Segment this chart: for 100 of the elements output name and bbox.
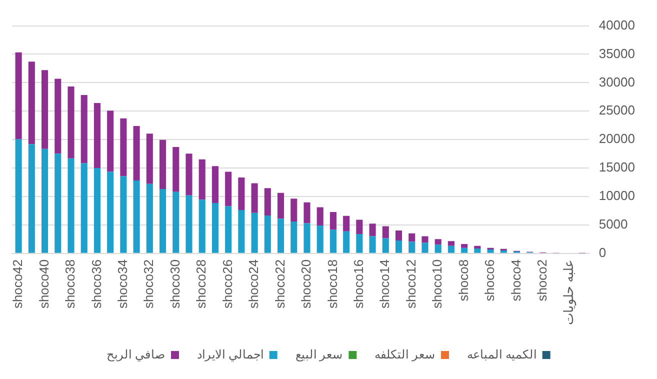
bar [54, 78, 62, 154]
bar [356, 234, 363, 253]
bar [198, 159, 206, 200]
bar [251, 212, 258, 253]
bar [15, 52, 22, 140]
y-tick-label: 40000 [598, 17, 636, 32]
bar [474, 246, 481, 249]
x-tick-label: shoco30 [167, 259, 182, 309]
bar [225, 206, 232, 253]
bar [54, 154, 62, 253]
x-tick-label: shoco10 [430, 259, 445, 309]
bar [94, 168, 100, 253]
legend-label: سعر التكلفه [374, 347, 435, 362]
bar [434, 239, 442, 245]
x-tick-label: shoco16 [351, 259, 366, 309]
bar [198, 200, 206, 253]
x-tick-label: shoco20 [298, 259, 314, 309]
bar [146, 134, 153, 184]
bar [172, 146, 180, 192]
x-tick-label: shoco32 [141, 259, 156, 309]
bar [120, 176, 127, 253]
bar [225, 172, 232, 206]
bar [316, 226, 324, 253]
bar [461, 244, 468, 248]
x-tick-label: shoco40 [36, 259, 52, 309]
bar [42, 70, 48, 149]
x-tick-label: shoco36 [88, 259, 104, 309]
bar [382, 238, 389, 253]
bar [290, 198, 298, 222]
bar [356, 220, 363, 234]
x-tick-label: shoco28 [194, 259, 209, 309]
x-tick-label: علبه حلويات [560, 259, 577, 326]
x-tick-label: shoco26 [220, 259, 235, 309]
x-tick-label: shoco2 [534, 259, 550, 302]
bar [107, 110, 114, 172]
legend-label: الكميه المباعه [466, 347, 536, 362]
bar [42, 148, 48, 253]
y-tick-label: 5000 [598, 216, 628, 232]
x-tick-label: shoco24 [246, 259, 262, 309]
bar [94, 103, 100, 168]
bar [68, 86, 74, 158]
bar [133, 180, 140, 253]
x-tick-label: shoco8 [456, 259, 471, 302]
bar [80, 95, 88, 164]
bar [80, 163, 88, 253]
x-tick-label: shoco4 [508, 259, 524, 302]
bar [186, 154, 192, 196]
bar [28, 62, 35, 144]
bar [277, 218, 284, 253]
y-tick-label: 10000 [598, 188, 636, 204]
bar [277, 192, 284, 219]
bar [382, 226, 389, 238]
legend-label: اجمالي الايراد [196, 347, 264, 362]
x-tick-label: shoco18 [324, 259, 340, 309]
x-tick-label: shoco34 [115, 259, 130, 309]
legend-label: سعر البيع [295, 347, 343, 362]
bar [474, 248, 481, 253]
bar [238, 210, 245, 253]
bar [422, 236, 428, 243]
bar [330, 230, 336, 253]
y-tick-label: 35000 [598, 46, 636, 61]
bar [251, 183, 258, 213]
bar [422, 242, 428, 253]
bar [264, 215, 271, 253]
bar [434, 244, 442, 253]
y-tick-label: 20000 [598, 131, 636, 146]
bar [500, 250, 507, 253]
bar [304, 202, 310, 224]
bar [448, 241, 454, 246]
x-tick-label: shoco14 [377, 259, 392, 309]
bar [159, 189, 166, 253]
bar [186, 195, 192, 253]
bar [487, 250, 494, 253]
bar [68, 158, 74, 253]
bar [395, 230, 402, 240]
bar [461, 248, 468, 253]
x-tick-label: shoco38 [62, 259, 78, 309]
bar [408, 242, 416, 253]
bar [264, 188, 271, 216]
bar [133, 126, 140, 180]
bar [15, 139, 22, 253]
bar [159, 140, 166, 190]
x-tick-label: shoco42 [10, 259, 26, 309]
bar [369, 224, 376, 236]
bar [343, 231, 350, 253]
bar [120, 118, 127, 176]
bar [448, 246, 454, 253]
bar [304, 223, 310, 253]
bar [290, 222, 298, 253]
y-tick-label: 0 [598, 244, 606, 260]
bar [212, 203, 218, 253]
y-tick-label: 25000 [598, 102, 636, 118]
bar [369, 236, 376, 253]
x-tick-label: shoco22 [272, 259, 288, 309]
bar [212, 166, 218, 204]
bar [107, 172, 114, 253]
bar [28, 144, 35, 253]
x-tick-label: shoco12 [403, 259, 418, 309]
bar [395, 240, 402, 253]
y-tick-label: 30000 [598, 74, 636, 90]
